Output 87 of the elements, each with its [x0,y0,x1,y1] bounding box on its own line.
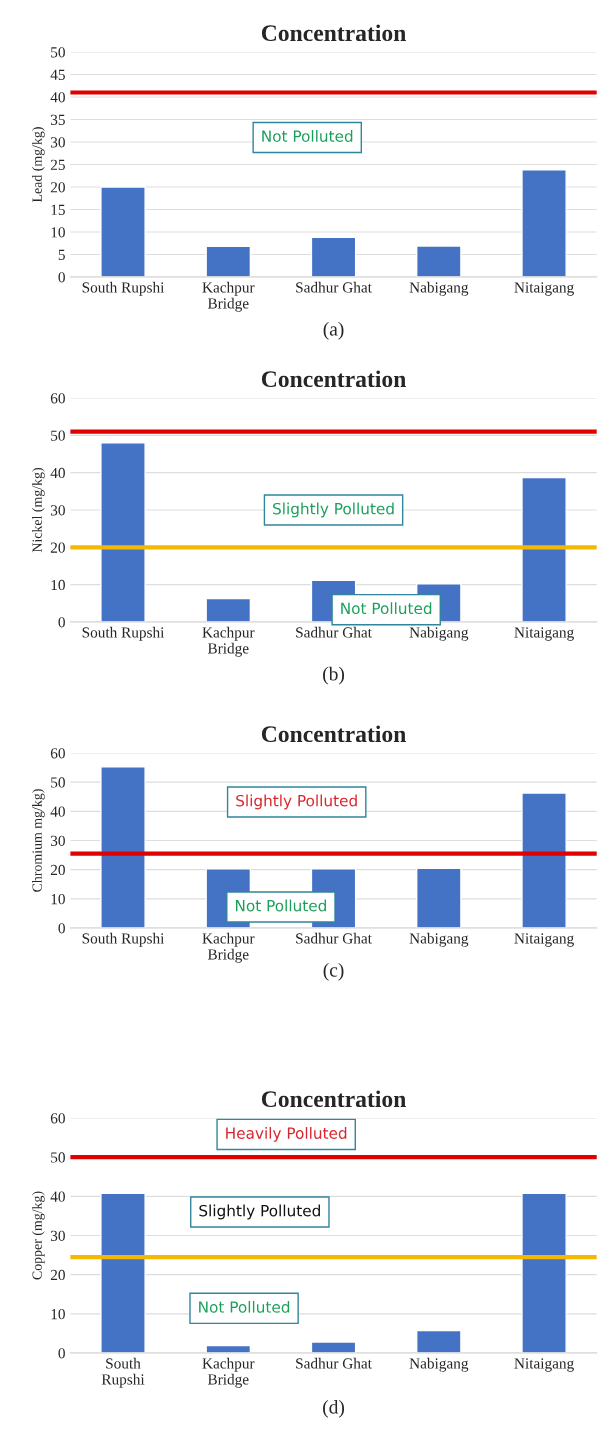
y-tick-label: 30 [50,137,65,148]
annotation: Not Polluted [199,1300,290,1313]
x-tick-label: Nabigang [409,626,469,641]
y-tick-label: 0 [58,1348,65,1359]
chart-title: Concentration [261,1090,406,1108]
x-tick-label: Nitaigang [514,627,574,641]
bar [310,1341,357,1353]
text: (c) [323,963,344,981]
chart-title: Concentration [261,24,406,42]
annotation: Not Polluted [341,602,432,615]
y-tick-label: 10 [51,1308,65,1320]
y-tick-label: 50 [51,777,65,788]
y-tick-label: 10 [51,579,65,591]
y-tick-label: 15 [51,204,65,215]
annotation: Slightly Polluted [273,502,394,518]
bar [205,245,252,277]
chart-title: Concentration [261,725,406,743]
y-tick-label: 60 [50,748,65,759]
y-tick-label: 20 [50,182,65,193]
bar [310,236,357,277]
y-tick-label: 50 [51,1152,65,1163]
y-tick-label: 60 [50,1113,65,1124]
annotation: Heavily Polluted [226,1127,347,1142]
y-tick-label: 30 [50,1230,65,1241]
x-tick-label: Nitaigang [514,933,574,947]
bar [100,766,146,928]
x-tick-label: Kachpur Bridge [202,281,255,312]
bar [521,1192,567,1353]
y-axis-title: Lead (mg/kg) [32,127,45,203]
x-tick-label: Nabigang [409,281,469,296]
y-tick-label: 45 [50,69,65,80]
bar [100,186,146,277]
y-tick-label: 20 [50,1269,65,1281]
y-tick-label: 0 [58,923,65,934]
x-tick-label: Kachpur Bridge [202,932,255,963]
x-tick-label: Sadhur Ghat [296,1357,372,1369]
y-tick-label: 20 [50,864,65,876]
y-tick-label: 40 [50,1191,65,1202]
y-tick-label: 0 [58,617,65,628]
bar [416,867,462,928]
y-tick-label: 60 [50,393,65,404]
annotation: Slightly Polluted [236,794,357,810]
bar [416,1329,462,1353]
x-tick-label: Sadhur Ghat [296,932,372,944]
y-tick-label: 30 [50,505,65,516]
y-tick-label: 40 [50,806,65,817]
bar [100,1192,146,1353]
x-tick-label: Nabigang [409,932,469,947]
y-axis-title: Nickel (mg/kg) [32,467,45,553]
y-tick-label: 20 [50,542,65,553]
x-tick-label: Kachpur Bridge [202,1357,255,1388]
x-tick-label: Nabigang [409,1357,469,1372]
y-tick-label: 40 [50,92,65,103]
bar [521,169,567,277]
y-tick-label: 30 [50,835,65,846]
y-tick-label: 40 [50,467,65,479]
x-tick-label: Sadhur Ghat [296,626,372,638]
annotation: Not Polluted [235,899,326,912]
chart-title: Concentration [261,370,406,388]
y-tick-label: 0 [58,272,65,283]
text: (d) [323,1400,345,1418]
y-tick-label: 35 [50,114,65,125]
text: (b) [323,666,345,685]
x-tick-label: South Rupshi [82,626,165,641]
x-tick-label: South Rupshi [101,1357,145,1388]
x-tick-label: Kachpur Bridge [202,626,255,657]
bar [416,245,462,277]
y-tick-label: 50 [51,47,65,58]
x-tick-label: South Rupshi [82,932,165,947]
bar [100,442,146,622]
bar [521,792,567,928]
x-tick-label: Sadhur Ghat [296,281,372,293]
y-tick-label: 10 [51,893,65,905]
bar [521,476,567,622]
y-axis-title: Copper (mg/kg) [32,1191,45,1280]
x-tick-label: South Rupshi [82,281,165,296]
x-tick-label: Nitaigang [514,1358,574,1372]
y-axis-title: Chromium mg/kg) [32,789,45,892]
text: (a) [323,322,344,340]
x-tick-label: Nitaigang [514,282,574,296]
y-tick-label: 10 [51,227,65,238]
bar [205,597,252,622]
y-tick-label: 25 [50,159,65,170]
annotation: Slightly Polluted [199,1204,320,1220]
annotation: Not Polluted [262,130,353,142]
y-tick-label: 5 [58,249,65,260]
y-tick-label: 50 [51,430,65,441]
